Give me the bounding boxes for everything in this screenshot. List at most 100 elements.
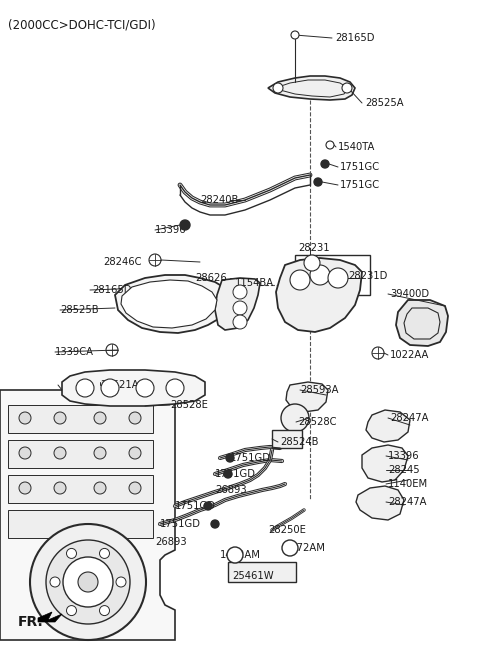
Circle shape [94,482,106,494]
Circle shape [19,447,31,459]
Text: 1751GD: 1751GD [175,501,216,511]
Circle shape [129,447,141,459]
Circle shape [233,285,247,299]
Circle shape [233,301,247,315]
Text: 28525A: 28525A [365,98,404,108]
Circle shape [314,178,322,186]
Circle shape [291,31,299,39]
Circle shape [101,379,119,397]
Text: 1751GD: 1751GD [160,519,201,529]
Text: 28528E: 28528E [170,400,208,410]
Circle shape [136,379,154,397]
Polygon shape [276,258,362,332]
Circle shape [63,557,113,607]
Text: 1751GC: 1751GC [340,180,380,190]
Circle shape [76,379,94,397]
Circle shape [129,482,141,494]
Text: 26893: 26893 [215,485,247,495]
Text: 25461W: 25461W [232,571,274,581]
Circle shape [129,412,141,424]
Circle shape [282,540,298,556]
Polygon shape [286,382,328,412]
FancyBboxPatch shape [228,562,296,582]
Polygon shape [0,390,175,640]
Circle shape [310,265,330,285]
Circle shape [227,547,243,563]
Circle shape [78,572,98,592]
Text: 28521A: 28521A [100,380,139,390]
Text: 26893: 26893 [155,537,187,547]
Polygon shape [62,370,205,406]
Circle shape [99,549,109,558]
Polygon shape [356,486,404,520]
FancyBboxPatch shape [8,475,153,503]
Text: 1751GD: 1751GD [230,453,271,463]
Text: 39400D: 39400D [390,289,429,299]
Text: 28528C: 28528C [298,417,336,427]
Text: 28231D: 28231D [348,271,387,281]
Text: 28593A: 28593A [300,385,338,395]
Circle shape [67,549,76,558]
Text: 28246C: 28246C [103,257,142,267]
Circle shape [166,379,184,397]
Circle shape [54,412,66,424]
Circle shape [328,268,348,288]
Circle shape [67,606,76,616]
Circle shape [290,270,310,290]
Text: 1751GD: 1751GD [215,469,256,479]
Text: 28165D: 28165D [335,33,374,43]
Text: 28165D: 28165D [92,285,132,295]
Text: 28245: 28245 [388,465,420,475]
Polygon shape [121,280,217,328]
Text: 28626: 28626 [195,273,227,283]
Text: 28525B: 28525B [60,305,98,315]
Circle shape [54,447,66,459]
Text: 28247A: 28247A [388,497,427,507]
FancyBboxPatch shape [8,405,153,433]
Circle shape [30,524,146,640]
Text: 1751GC: 1751GC [340,162,380,172]
Text: 1339CA: 1339CA [55,347,94,357]
Polygon shape [396,300,448,346]
Circle shape [94,447,106,459]
Circle shape [342,83,352,93]
Circle shape [46,540,130,624]
Circle shape [19,482,31,494]
Circle shape [99,606,109,616]
FancyBboxPatch shape [8,510,153,538]
Circle shape [321,160,329,168]
Polygon shape [215,278,260,330]
Circle shape [281,404,309,432]
Text: 1540TA: 1540TA [338,142,375,152]
Circle shape [204,502,212,510]
Circle shape [273,83,283,93]
FancyBboxPatch shape [272,430,302,448]
Text: 28231: 28231 [298,243,330,253]
Polygon shape [115,275,230,333]
Text: 28247A: 28247A [390,413,429,423]
Circle shape [326,141,334,149]
Circle shape [94,412,106,424]
Text: 1140EM: 1140EM [388,479,428,489]
Polygon shape [362,445,408,482]
Circle shape [54,482,66,494]
Text: 13396: 13396 [388,451,420,461]
Polygon shape [268,76,355,100]
Circle shape [50,577,60,587]
Circle shape [226,454,234,462]
Polygon shape [366,410,410,442]
Circle shape [116,577,126,587]
Text: 1154BA: 1154BA [235,278,274,288]
Circle shape [233,315,247,329]
Text: FR.: FR. [18,615,44,629]
Circle shape [180,220,190,230]
Text: 1022AA: 1022AA [390,350,430,360]
Circle shape [304,255,320,271]
Text: 1472AM: 1472AM [220,550,261,560]
Polygon shape [38,612,62,622]
Circle shape [224,470,232,478]
Text: 28240B: 28240B [200,195,239,205]
Text: 1472AM: 1472AM [285,543,326,553]
Circle shape [211,520,219,528]
Text: 13396: 13396 [155,225,187,235]
